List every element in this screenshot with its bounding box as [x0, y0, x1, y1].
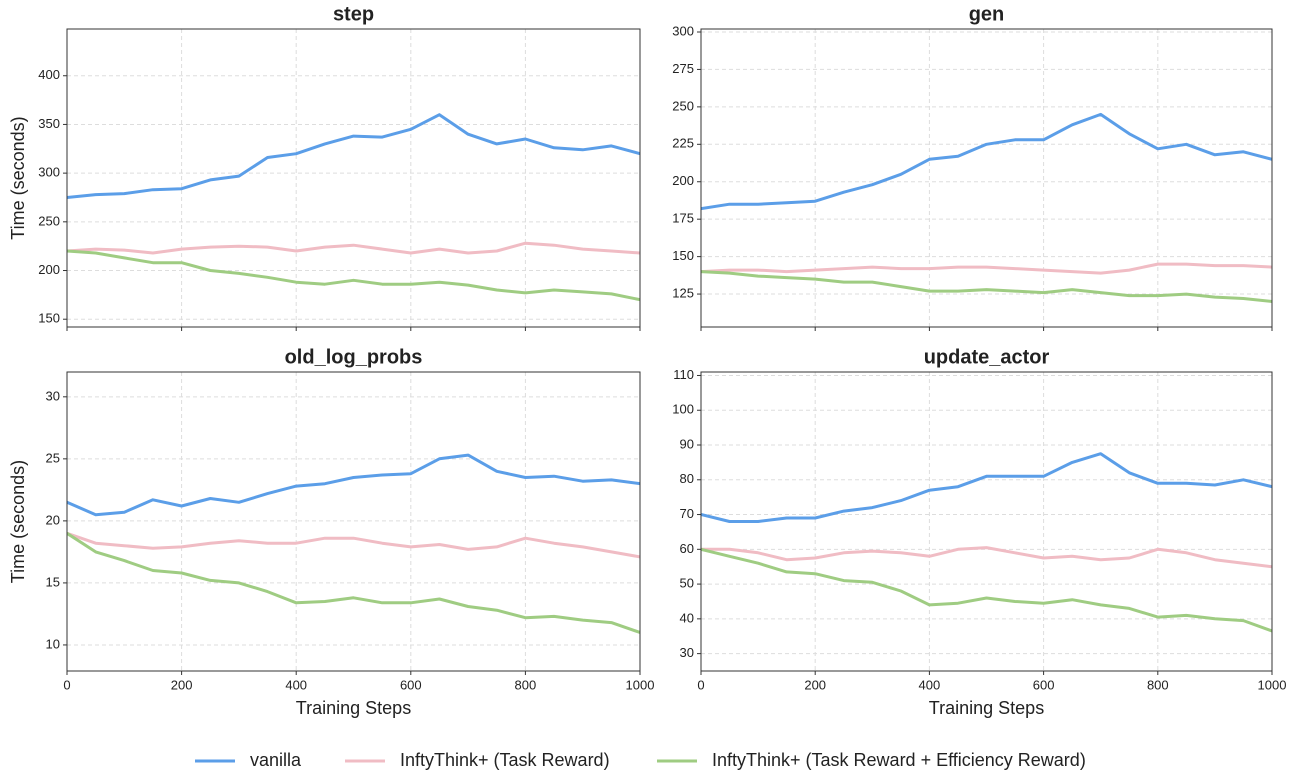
series-line — [701, 546, 1272, 569]
y-tick-label: 300 — [38, 165, 60, 180]
y-tick-label: 275 — [672, 61, 694, 76]
y-tick-label: 200 — [38, 262, 60, 277]
series-line — [701, 262, 1272, 275]
series-line — [701, 112, 1272, 211]
x-tick-label: 0 — [697, 677, 704, 692]
series-line — [67, 241, 640, 255]
chart-title: update_actor — [924, 346, 1050, 368]
y-tick-label: 175 — [672, 211, 694, 226]
x-axis-label: Training Steps — [296, 698, 411, 718]
x-tick-label: 800 — [1147, 677, 1169, 692]
y-tick-label: 250 — [672, 98, 694, 113]
y-tick-label: 40 — [680, 610, 694, 625]
y-tick-label: 30 — [46, 388, 60, 403]
x-tick-label: 600 — [400, 677, 422, 692]
x-tick-label: 600 — [1033, 677, 1055, 692]
y-tick-label: 350 — [38, 116, 60, 131]
y-tick-label: 30 — [680, 645, 694, 660]
y-tick-label: 80 — [680, 471, 694, 486]
chart-title: gen — [969, 3, 1005, 25]
series-line — [67, 113, 640, 199]
x-tick-label: 200 — [171, 677, 193, 692]
series-line — [67, 531, 640, 559]
y-tick-label: 25 — [46, 450, 60, 465]
y-tick-label: 150 — [38, 311, 60, 326]
x-axis-label: Training Steps — [929, 698, 1044, 718]
x-tick-label: 800 — [515, 677, 537, 692]
y-tick-label: 250 — [38, 213, 60, 228]
y-tick-label: 300 — [672, 23, 694, 38]
x-tick-label: 1000 — [1258, 677, 1287, 692]
y-tick-label: 60 — [680, 541, 694, 556]
x-tick-label: 0 — [63, 677, 70, 692]
series-line — [67, 532, 640, 634]
y-tick-label: 15 — [46, 574, 60, 589]
plot-frame — [700, 28, 1273, 328]
y-axis-label: Time (seconds) — [8, 116, 28, 239]
x-tick-label: 1000 — [626, 677, 655, 692]
series-line — [67, 249, 640, 302]
y-tick-label: 125 — [672, 285, 694, 300]
y-tick-label: 100 — [672, 402, 694, 417]
y-tick-label: 150 — [672, 248, 694, 263]
x-tick-label: 200 — [804, 677, 826, 692]
plot-frame — [66, 28, 641, 328]
chart-title: step — [333, 3, 374, 25]
series-line — [701, 547, 1272, 633]
series-line — [701, 452, 1272, 523]
y-tick-label: 225 — [672, 136, 694, 151]
legend-label: vanilla — [250, 750, 302, 770]
plot-frame — [700, 371, 1273, 672]
y-axis-label: Time (seconds) — [8, 460, 28, 583]
legend-label: InftyThink+ (Task Reward) — [400, 750, 610, 770]
y-tick-label: 50 — [680, 576, 694, 591]
x-tick-label: 400 — [285, 677, 307, 692]
y-tick-label: 10 — [46, 636, 60, 651]
chart-title: old_log_probs — [285, 346, 423, 368]
y-tick-label: 90 — [680, 436, 694, 451]
series-line — [67, 453, 640, 517]
y-tick-label: 70 — [680, 506, 694, 521]
y-tick-label: 400 — [38, 67, 60, 82]
plot-frame — [66, 371, 641, 672]
y-tick-label: 110 — [673, 367, 694, 382]
series-line — [701, 270, 1272, 303]
y-tick-label: 200 — [672, 173, 694, 188]
x-tick-label: 400 — [919, 677, 941, 692]
legend-label: InftyThink+ (Task Reward + Efficiency Re… — [712, 750, 1086, 770]
y-tick-label: 20 — [46, 512, 60, 527]
